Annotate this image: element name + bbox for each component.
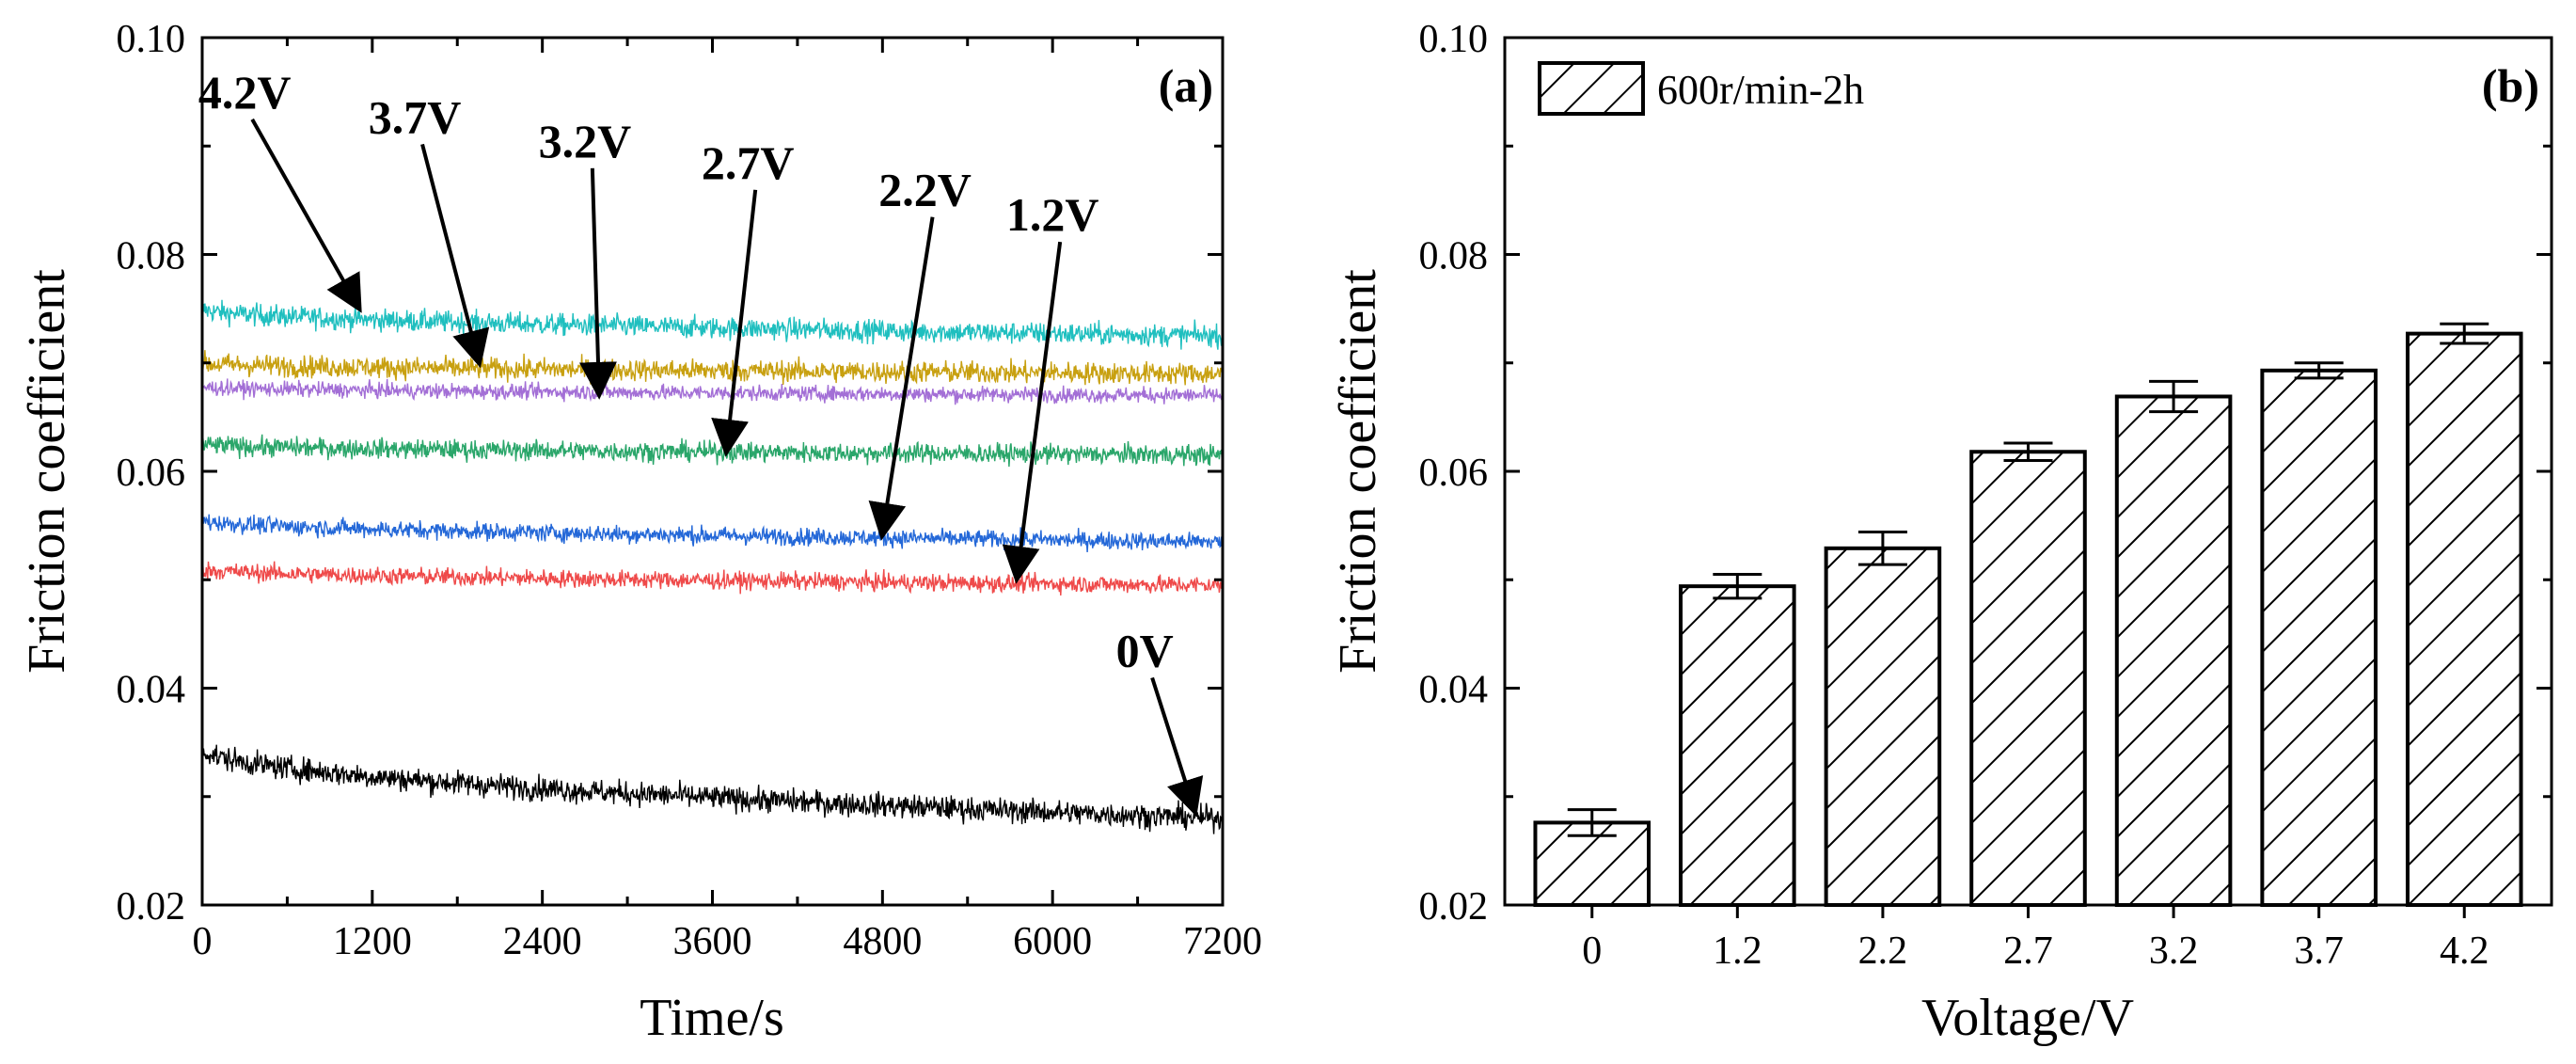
y-tick-label: 0.06 xyxy=(117,452,186,495)
annotation-arrow xyxy=(868,216,935,541)
panel-a-label: (a) xyxy=(1159,59,1213,112)
panel-b-label: (b) xyxy=(2482,59,2539,112)
series-line-2-7v xyxy=(202,434,1223,468)
series-line-0v xyxy=(202,744,1223,834)
annotation-arrow xyxy=(1002,241,1063,584)
bar-1-2 xyxy=(1679,584,1796,907)
x-tick-label: 7200 xyxy=(1183,920,1262,963)
panel-b-y-axis-label: Friction coefficient xyxy=(1329,269,1387,674)
x-tick-label: 0 xyxy=(1582,929,1602,973)
series-line-3-2v xyxy=(202,378,1223,405)
annotation-0v: 0V xyxy=(1116,624,1174,676)
y-tick-label: 0.02 xyxy=(117,885,186,929)
x-tick-label: 1200 xyxy=(333,920,412,963)
panel-a-y-axis-label: Friction coefficient xyxy=(18,269,76,674)
series-line-4-2v xyxy=(202,299,1223,350)
x-tick-label: 4800 xyxy=(843,920,922,963)
y-tick-label: 0.06 xyxy=(1419,452,1489,495)
y-tick-label: 0.04 xyxy=(117,669,186,712)
annotation-3-2v: 3.2V xyxy=(539,115,632,167)
y-tick-label: 0.04 xyxy=(1419,669,1489,712)
annotation-2-7v: 2.7V xyxy=(702,136,795,189)
annotation-arrow xyxy=(1150,676,1204,818)
panel-b-bar-chart: 0.02 0.04 0.06 0.08 0.10 0 1.2 2.2 2.7 3.2 3.7 4.2… xyxy=(1329,18,2553,1047)
annotation-1-2v: 1.2V xyxy=(1006,188,1099,241)
panel-b-x-axis-label: Voltage/V xyxy=(1921,989,2134,1047)
x-tick-label: 2.7 xyxy=(2003,929,2053,973)
x-tick-label: 0 xyxy=(193,920,213,963)
x-tick-label: 3.2 xyxy=(2149,929,2199,973)
panel-a-x-axis-label: Time/s xyxy=(640,989,784,1047)
series-line-2-2v xyxy=(202,514,1223,552)
x-tick-label: 3.7 xyxy=(2294,929,2344,973)
x-tick-label: 3600 xyxy=(673,920,752,963)
x-tick-label: 2400 xyxy=(503,920,582,963)
legend-swatch xyxy=(1538,61,1645,116)
annotation-arrow xyxy=(711,189,758,457)
y-tick-label: 0.10 xyxy=(117,18,186,61)
bar-3-2 xyxy=(2114,394,2233,908)
y-tick-label: 0.10 xyxy=(1419,18,1489,61)
bar-4-2 xyxy=(2405,331,2523,907)
panel-a-line-chart: 4.2V 3.7V 3.2V 2.7V 2.2V 1.2V 0V 0.02 0.04 0.06 0… xyxy=(18,18,1262,1047)
x-tick-label: 6000 xyxy=(1013,920,1092,963)
bar-3-7 xyxy=(2260,368,2378,907)
x-tick-label: 2.2 xyxy=(1858,929,1908,973)
x-tick-label: 4.2 xyxy=(2440,929,2489,973)
bar-2-2 xyxy=(1824,546,1942,907)
annotation-4-2v: 4.2V xyxy=(198,66,292,119)
annotation-arrow xyxy=(250,118,362,313)
y-tick-label: 0.08 xyxy=(1419,235,1489,278)
bar-2-7 xyxy=(1969,450,2087,907)
x-tick-label: 1.2 xyxy=(1713,929,1762,973)
series-line-3-7v xyxy=(202,350,1223,386)
annotation-arrow xyxy=(579,167,617,400)
y-tick-label: 0.02 xyxy=(1419,885,1489,929)
y-tick-label: 0.08 xyxy=(117,235,186,278)
series-line-1-2v xyxy=(202,561,1223,596)
legend: 600r/min-2h xyxy=(1538,61,1864,116)
annotation-3-7v: 3.7V xyxy=(369,90,462,143)
legend-label: 600r/min-2h xyxy=(1657,67,1864,113)
annotation-2-2v: 2.2V xyxy=(878,164,972,216)
annotation-arrow xyxy=(420,143,490,369)
